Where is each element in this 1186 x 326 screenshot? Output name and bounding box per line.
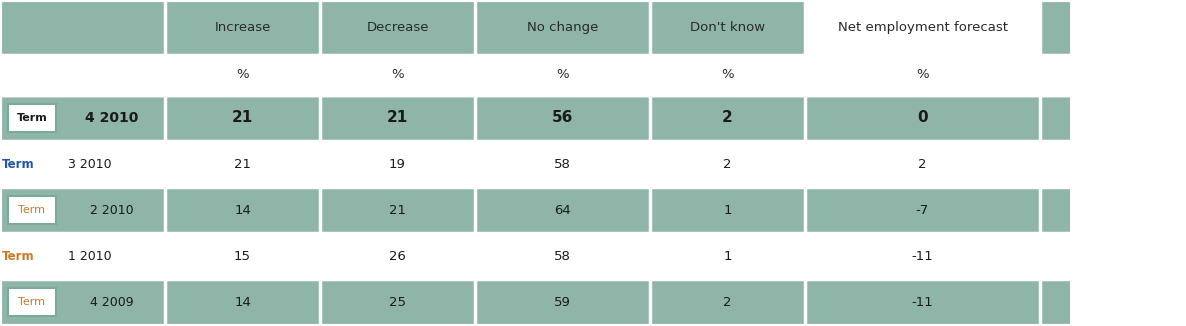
Text: %: % — [236, 68, 249, 82]
Bar — [0, 187, 165, 233]
Bar — [650, 233, 805, 279]
Bar — [165, 279, 320, 325]
Text: 25: 25 — [389, 295, 406, 308]
Bar — [476, 233, 650, 279]
Bar — [8, 196, 56, 224]
Text: 26: 26 — [389, 249, 406, 262]
Bar — [650, 95, 805, 141]
Bar — [165, 233, 320, 279]
Text: Don't know: Don't know — [690, 21, 765, 34]
Text: Term: Term — [19, 205, 45, 215]
Bar — [650, 141, 805, 187]
Text: 1 2010: 1 2010 — [68, 249, 111, 262]
Bar — [320, 141, 476, 187]
Text: 1: 1 — [723, 249, 732, 262]
Text: Term: Term — [1, 157, 34, 170]
Bar — [165, 95, 320, 141]
Text: 2 2010: 2 2010 — [90, 203, 133, 216]
Text: 58: 58 — [554, 249, 570, 262]
Bar — [650, 187, 805, 233]
Text: 21: 21 — [234, 157, 251, 170]
Text: 14: 14 — [234, 295, 251, 308]
Bar — [805, 233, 1040, 279]
Bar — [476, 0, 650, 55]
Text: -7: -7 — [916, 203, 929, 216]
Bar — [1040, 141, 1070, 187]
Bar — [320, 279, 476, 325]
Bar — [0, 0, 165, 55]
Text: -11: -11 — [912, 295, 933, 308]
Bar — [805, 187, 1040, 233]
Text: 2: 2 — [723, 157, 732, 170]
Text: 14: 14 — [234, 203, 251, 216]
Bar — [320, 187, 476, 233]
Bar — [805, 95, 1040, 141]
Bar — [320, 55, 476, 95]
Text: 19: 19 — [389, 157, 406, 170]
Bar — [0, 55, 165, 95]
Bar — [476, 55, 650, 95]
Bar — [1040, 95, 1070, 141]
Text: 3 2010: 3 2010 — [68, 157, 111, 170]
Text: 21: 21 — [389, 203, 406, 216]
Bar — [1040, 233, 1070, 279]
Bar — [1040, 55, 1070, 95]
Bar — [1040, 279, 1070, 325]
Text: 2: 2 — [723, 295, 732, 308]
Bar — [650, 279, 805, 325]
Bar — [805, 0, 1040, 55]
Text: 0: 0 — [917, 111, 927, 126]
Text: %: % — [721, 68, 734, 82]
Text: Decrease: Decrease — [366, 21, 429, 34]
Text: 56: 56 — [551, 111, 573, 126]
Bar — [8, 288, 56, 316]
Text: 15: 15 — [234, 249, 251, 262]
Bar — [805, 279, 1040, 325]
Bar — [0, 141, 165, 187]
Bar — [1040, 0, 1070, 55]
Text: 2: 2 — [918, 157, 926, 170]
Text: 4 2009: 4 2009 — [90, 295, 133, 308]
Bar — [0, 233, 165, 279]
Bar — [805, 55, 1040, 95]
Text: No change: No change — [527, 21, 598, 34]
Bar — [476, 141, 650, 187]
Bar — [320, 233, 476, 279]
Text: 21: 21 — [232, 111, 253, 126]
Text: Term: Term — [19, 297, 45, 307]
Text: 64: 64 — [554, 203, 570, 216]
Text: Net employment forecast: Net employment forecast — [837, 21, 1007, 34]
Bar — [320, 0, 476, 55]
Bar — [650, 0, 805, 55]
Text: 21: 21 — [387, 111, 408, 126]
Text: Term: Term — [1, 249, 34, 262]
Bar — [476, 95, 650, 141]
Bar — [165, 141, 320, 187]
Bar — [0, 95, 165, 141]
Text: Term: Term — [17, 113, 47, 123]
Bar — [805, 141, 1040, 187]
Text: %: % — [391, 68, 403, 82]
Text: 59: 59 — [554, 295, 570, 308]
Text: 4 2010: 4 2010 — [85, 111, 139, 125]
Text: -11: -11 — [912, 249, 933, 262]
Text: 1: 1 — [723, 203, 732, 216]
Bar — [1040, 187, 1070, 233]
Bar — [476, 187, 650, 233]
Bar — [476, 279, 650, 325]
Bar — [650, 55, 805, 95]
Text: 2: 2 — [722, 111, 733, 126]
Bar — [0, 279, 165, 325]
Bar — [165, 55, 320, 95]
Bar — [165, 0, 320, 55]
Text: Increase: Increase — [215, 21, 270, 34]
Bar — [165, 187, 320, 233]
Text: %: % — [556, 68, 569, 82]
Text: %: % — [917, 68, 929, 82]
Bar — [320, 95, 476, 141]
Bar — [8, 104, 56, 132]
Text: 58: 58 — [554, 157, 570, 170]
